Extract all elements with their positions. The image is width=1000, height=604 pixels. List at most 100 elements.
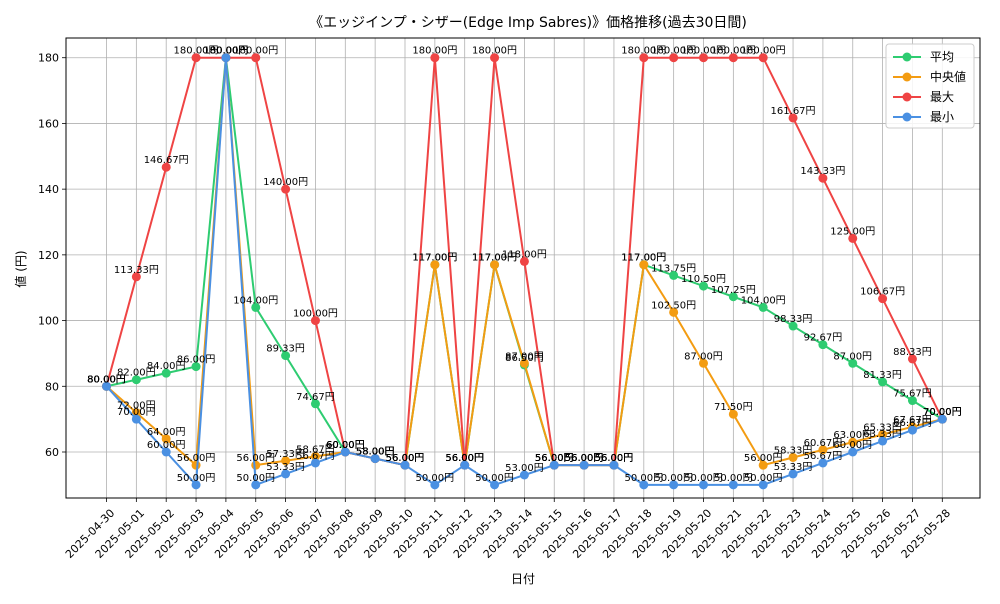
data-label: 56.00円 xyxy=(445,453,484,464)
data-point xyxy=(310,316,320,326)
legend-marker xyxy=(902,72,912,82)
data-label: 180.00円 xyxy=(621,46,666,57)
data-point xyxy=(310,399,320,409)
data-point xyxy=(161,162,171,172)
data-point xyxy=(490,260,500,270)
data-label: 56.00円 xyxy=(565,453,604,464)
data-label: 70.00円 xyxy=(923,407,962,418)
data-label: 65.33円 xyxy=(863,422,902,433)
data-label: 56.00円 xyxy=(535,453,574,464)
data-point xyxy=(579,460,589,470)
data-label: 56.00円 xyxy=(565,453,604,464)
data-label: 80.00円 xyxy=(87,374,126,385)
data-point xyxy=(519,470,529,480)
data-label: 56.00円 xyxy=(744,453,783,464)
data-label: 161.67円 xyxy=(771,106,816,117)
data-label: 117.00円 xyxy=(621,253,666,264)
data-point xyxy=(758,53,768,63)
data-point xyxy=(878,294,888,304)
legend-label: 中央値 xyxy=(930,69,966,84)
data-point xyxy=(818,173,828,183)
data-label: 56.00円 xyxy=(445,453,484,464)
data-label: 107.25円 xyxy=(711,285,756,296)
data-label: 180.00円 xyxy=(174,46,219,57)
data-point xyxy=(549,460,559,470)
data-point xyxy=(251,53,261,63)
data-point xyxy=(400,460,410,470)
data-label: 57.33円 xyxy=(266,449,305,460)
data-label: 143.33円 xyxy=(800,166,845,177)
chart-title: 《エッジインプ・シザー(Edge Imp Sabres)》価格推移(過去30日間… xyxy=(309,15,747,31)
data-point xyxy=(310,451,320,461)
data-label: 75.67円 xyxy=(893,389,932,400)
data-point xyxy=(251,480,261,490)
data-label: 88.33円 xyxy=(893,347,932,358)
data-label: 117.00円 xyxy=(621,253,666,264)
data-point xyxy=(699,53,708,63)
data-label: 56.00円 xyxy=(386,453,425,464)
data-point xyxy=(310,458,320,468)
data-label: 50.00円 xyxy=(714,473,753,484)
data-label: 50.00円 xyxy=(236,473,275,484)
data-label: 117.00円 xyxy=(472,253,517,264)
data-point xyxy=(281,351,291,361)
data-label: 117.00円 xyxy=(472,253,517,264)
data-point xyxy=(131,272,141,282)
data-label: 180.00円 xyxy=(203,46,248,57)
y-tick-label: 60 xyxy=(45,446,59,459)
data-point xyxy=(161,368,171,378)
data-label: 180.00円 xyxy=(711,46,756,57)
data-point xyxy=(848,437,858,447)
data-label: 180.00円 xyxy=(233,46,278,57)
y-tick-label: 180 xyxy=(38,52,59,65)
data-label: 84.00円 xyxy=(147,361,186,372)
data-label: 86.50円 xyxy=(505,353,544,364)
data-label: 56.00円 xyxy=(445,453,484,464)
y-tick-label: 100 xyxy=(38,315,59,328)
data-label: 87.00円 xyxy=(833,351,872,362)
data-point xyxy=(370,454,380,464)
data-label: 80.00円 xyxy=(87,374,126,385)
data-label: 74.67円 xyxy=(296,392,335,403)
data-label: 60.00円 xyxy=(326,440,365,451)
data-label: 180.00円 xyxy=(203,46,248,57)
data-label: 72.00円 xyxy=(117,401,156,412)
data-point xyxy=(878,377,888,387)
data-label: 58.33円 xyxy=(774,445,813,456)
legend-label: 平均 xyxy=(930,50,954,64)
data-label: 56.67円 xyxy=(804,451,843,462)
data-label: 58.67円 xyxy=(296,444,335,455)
data-label: 104.00円 xyxy=(741,295,786,306)
data-label: 89.33円 xyxy=(266,344,305,355)
legend-label: 最大 xyxy=(930,90,954,104)
data-label: 56.00円 xyxy=(535,453,574,464)
data-label: 71.50円 xyxy=(714,402,753,413)
data-point xyxy=(669,307,679,317)
data-point xyxy=(728,480,738,490)
data-point xyxy=(669,480,679,490)
data-label: 87.00円 xyxy=(505,351,544,362)
data-label: 80.00円 xyxy=(87,374,126,385)
data-label: 106.67円 xyxy=(860,287,905,298)
data-point xyxy=(758,302,768,312)
data-point xyxy=(758,480,768,490)
data-label: 118.00円 xyxy=(502,249,547,260)
data-point xyxy=(669,270,679,280)
legend-label: 最小 xyxy=(930,110,954,124)
data-label: 60.00円 xyxy=(326,440,365,451)
data-label: 70.00円 xyxy=(923,407,962,418)
data-point xyxy=(460,460,470,470)
data-label: 180.00円 xyxy=(203,46,248,57)
data-point xyxy=(191,362,201,372)
data-label: 56.67円 xyxy=(296,451,335,462)
data-point xyxy=(131,375,141,385)
data-point xyxy=(848,358,858,368)
data-label: 70.00円 xyxy=(117,407,156,418)
data-label: 56.00円 xyxy=(595,453,634,464)
data-point xyxy=(430,260,440,270)
legend-box xyxy=(885,43,975,129)
x-axis-title: 日付 xyxy=(511,572,535,586)
data-label: 60.00円 xyxy=(326,440,365,451)
